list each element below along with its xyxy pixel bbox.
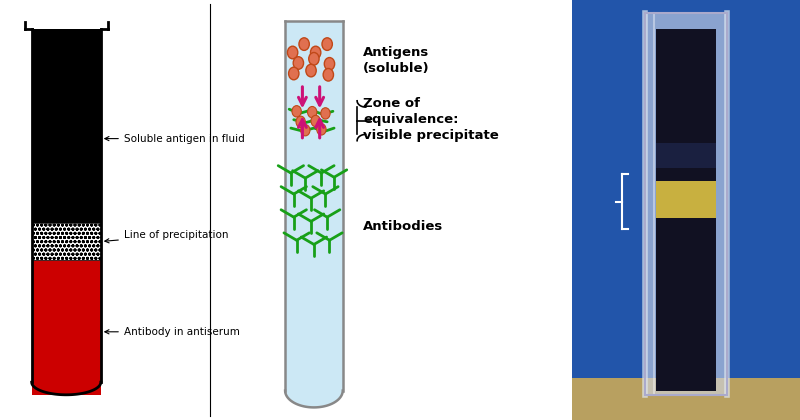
Ellipse shape (324, 58, 334, 70)
Text: Antigens
(soluble): Antigens (soluble) (363, 46, 430, 76)
Ellipse shape (293, 57, 303, 69)
Bar (656, 29, 716, 391)
Text: Line of precipitation: Line of precipitation (105, 230, 228, 243)
Bar (572, 378, 800, 420)
Bar (656, 181, 716, 218)
Ellipse shape (287, 46, 298, 59)
Text: Soluble antigen in fluid: Soluble antigen in fluid (105, 134, 245, 144)
Ellipse shape (317, 123, 326, 135)
Ellipse shape (307, 106, 317, 118)
Ellipse shape (296, 116, 306, 128)
Polygon shape (285, 391, 342, 407)
Bar (32, 29, 101, 223)
Bar (32, 29, 101, 382)
Bar (285, 21, 342, 391)
Ellipse shape (310, 46, 321, 59)
Bar (32, 260, 101, 395)
Text: Antibody in antiserum: Antibody in antiserum (105, 327, 240, 337)
Bar (645, 13, 727, 395)
Ellipse shape (301, 124, 310, 136)
Ellipse shape (292, 105, 302, 117)
Bar (32, 223, 101, 260)
Ellipse shape (299, 38, 310, 50)
Bar (645, 13, 727, 395)
Bar (656, 143, 716, 168)
Text: Zone of
equivalence:
visible precipitate: Zone of equivalence: visible precipitate (363, 97, 498, 142)
Ellipse shape (306, 64, 316, 77)
Text: Antibodies: Antibodies (363, 220, 443, 233)
Ellipse shape (309, 52, 319, 65)
Ellipse shape (321, 108, 330, 119)
Ellipse shape (289, 67, 299, 80)
Ellipse shape (323, 68, 334, 81)
Ellipse shape (311, 115, 320, 127)
Ellipse shape (322, 38, 332, 50)
